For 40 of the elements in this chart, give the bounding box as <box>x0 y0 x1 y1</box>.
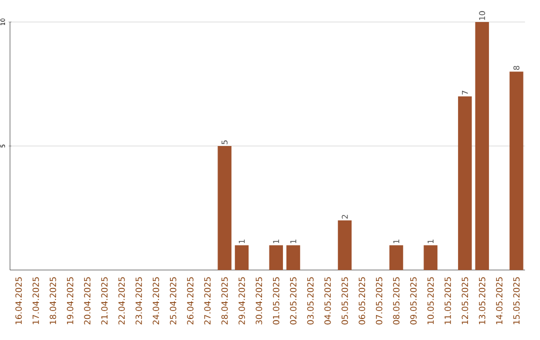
x-tick-label: 18.04.2025 <box>50 277 56 324</box>
x-tick-label: 07.05.2025 <box>376 277 382 324</box>
x-tick-label: 14.05.2025 <box>496 277 502 324</box>
bar <box>389 245 404 270</box>
x-tick-label: 21.04.2025 <box>101 277 108 324</box>
x-tick-label: 08.05.2025 <box>393 277 400 324</box>
x-tick-label: 29.04.2025 <box>238 277 245 324</box>
bar <box>286 245 300 270</box>
x-tick-label: 26.04.2025 <box>187 277 194 324</box>
x-tick-label: 22.04.2025 <box>118 277 125 324</box>
x-tick-label: 15.05.2025 <box>513 277 520 324</box>
x-tick-label: 24.04.2025 <box>152 277 160 324</box>
x-tick-label: 27.04.2025 <box>204 277 211 324</box>
x-tick-label: 10.05.2025 <box>427 277 434 324</box>
x-tick-label: 23.04.2025 <box>136 277 142 324</box>
x-tick-label: 17.04.2025 <box>32 277 39 324</box>
x-tick-label: 28.04.2025 <box>221 277 228 324</box>
x-tick-label: 06.05.2025 <box>358 277 366 324</box>
bar <box>458 96 472 270</box>
x-tick-label: 20.04.2025 <box>84 277 90 324</box>
x-tick-label: 19.04.2025 <box>66 277 74 324</box>
x-tick-label: 16.04.2025 <box>15 277 22 324</box>
bar <box>338 220 352 270</box>
bar <box>424 245 438 270</box>
x-tick-label: 05.05.2025 <box>342 277 348 324</box>
bar <box>510 72 524 270</box>
bar <box>234 245 249 270</box>
bar <box>218 146 232 270</box>
x-tick-label: 30.04.2025 <box>256 277 262 324</box>
bar <box>475 22 489 270</box>
x-tick-label: 13.05.2025 <box>478 277 486 324</box>
bar <box>269 245 283 270</box>
x-tick-label: 01.05.2025 <box>272 277 280 324</box>
x-tick-label: 03.05.2025 <box>307 277 314 324</box>
x-tick-label: 02.05.2025 <box>290 277 296 324</box>
x-tick-label: 09.05.2025 <box>410 277 417 324</box>
x-tick-label: 25.04.2025 <box>170 277 176 324</box>
x-tick-label: 11.05.2025 <box>444 277 451 324</box>
x-tick-label: 12.05.2025 <box>462 277 468 324</box>
x-tick-label: 04.05.2025 <box>324 277 331 324</box>
